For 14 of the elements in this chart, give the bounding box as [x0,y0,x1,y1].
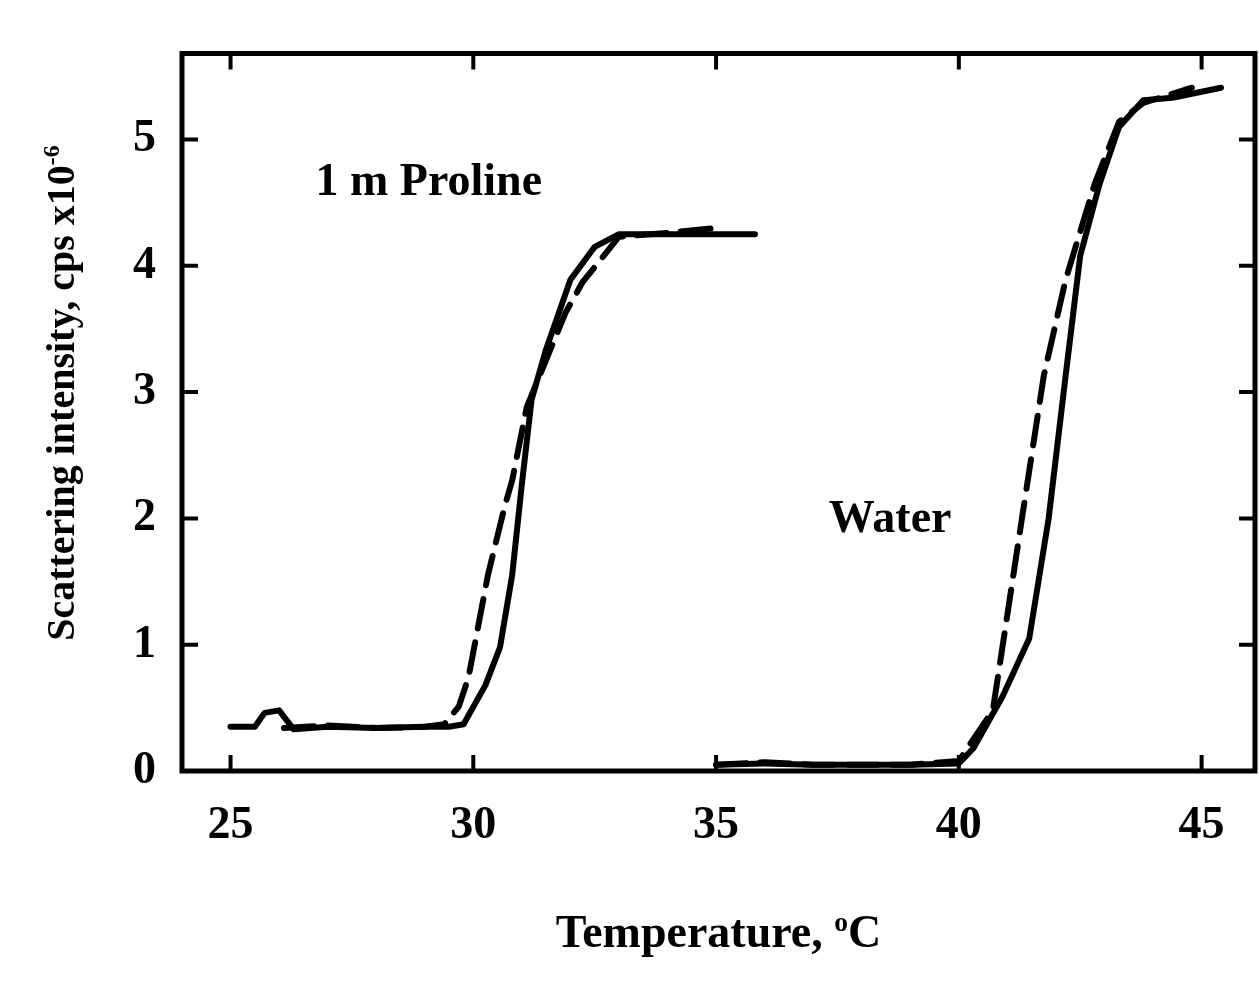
y-tick-label: 1 [133,615,156,667]
x-tick-label: 35 [693,797,740,849]
x-axis-title: Temperature, $^{o}$C [554,905,883,958]
annotation: 1 m Proline [315,153,543,205]
y-tick-label: 4 [133,236,156,288]
annotation: Water [828,490,952,542]
x-tick-label: 45 [1178,797,1225,849]
y-tick-label: 3 [133,362,156,414]
x-tick-label: 40 [935,797,982,849]
y-tick-label: 2 [133,489,156,541]
x-tick-label: 25 [207,797,254,849]
y-tick-label: 0 [133,741,156,793]
y-tick-label: 5 [133,110,156,162]
x-tick-label: 30 [450,797,497,849]
